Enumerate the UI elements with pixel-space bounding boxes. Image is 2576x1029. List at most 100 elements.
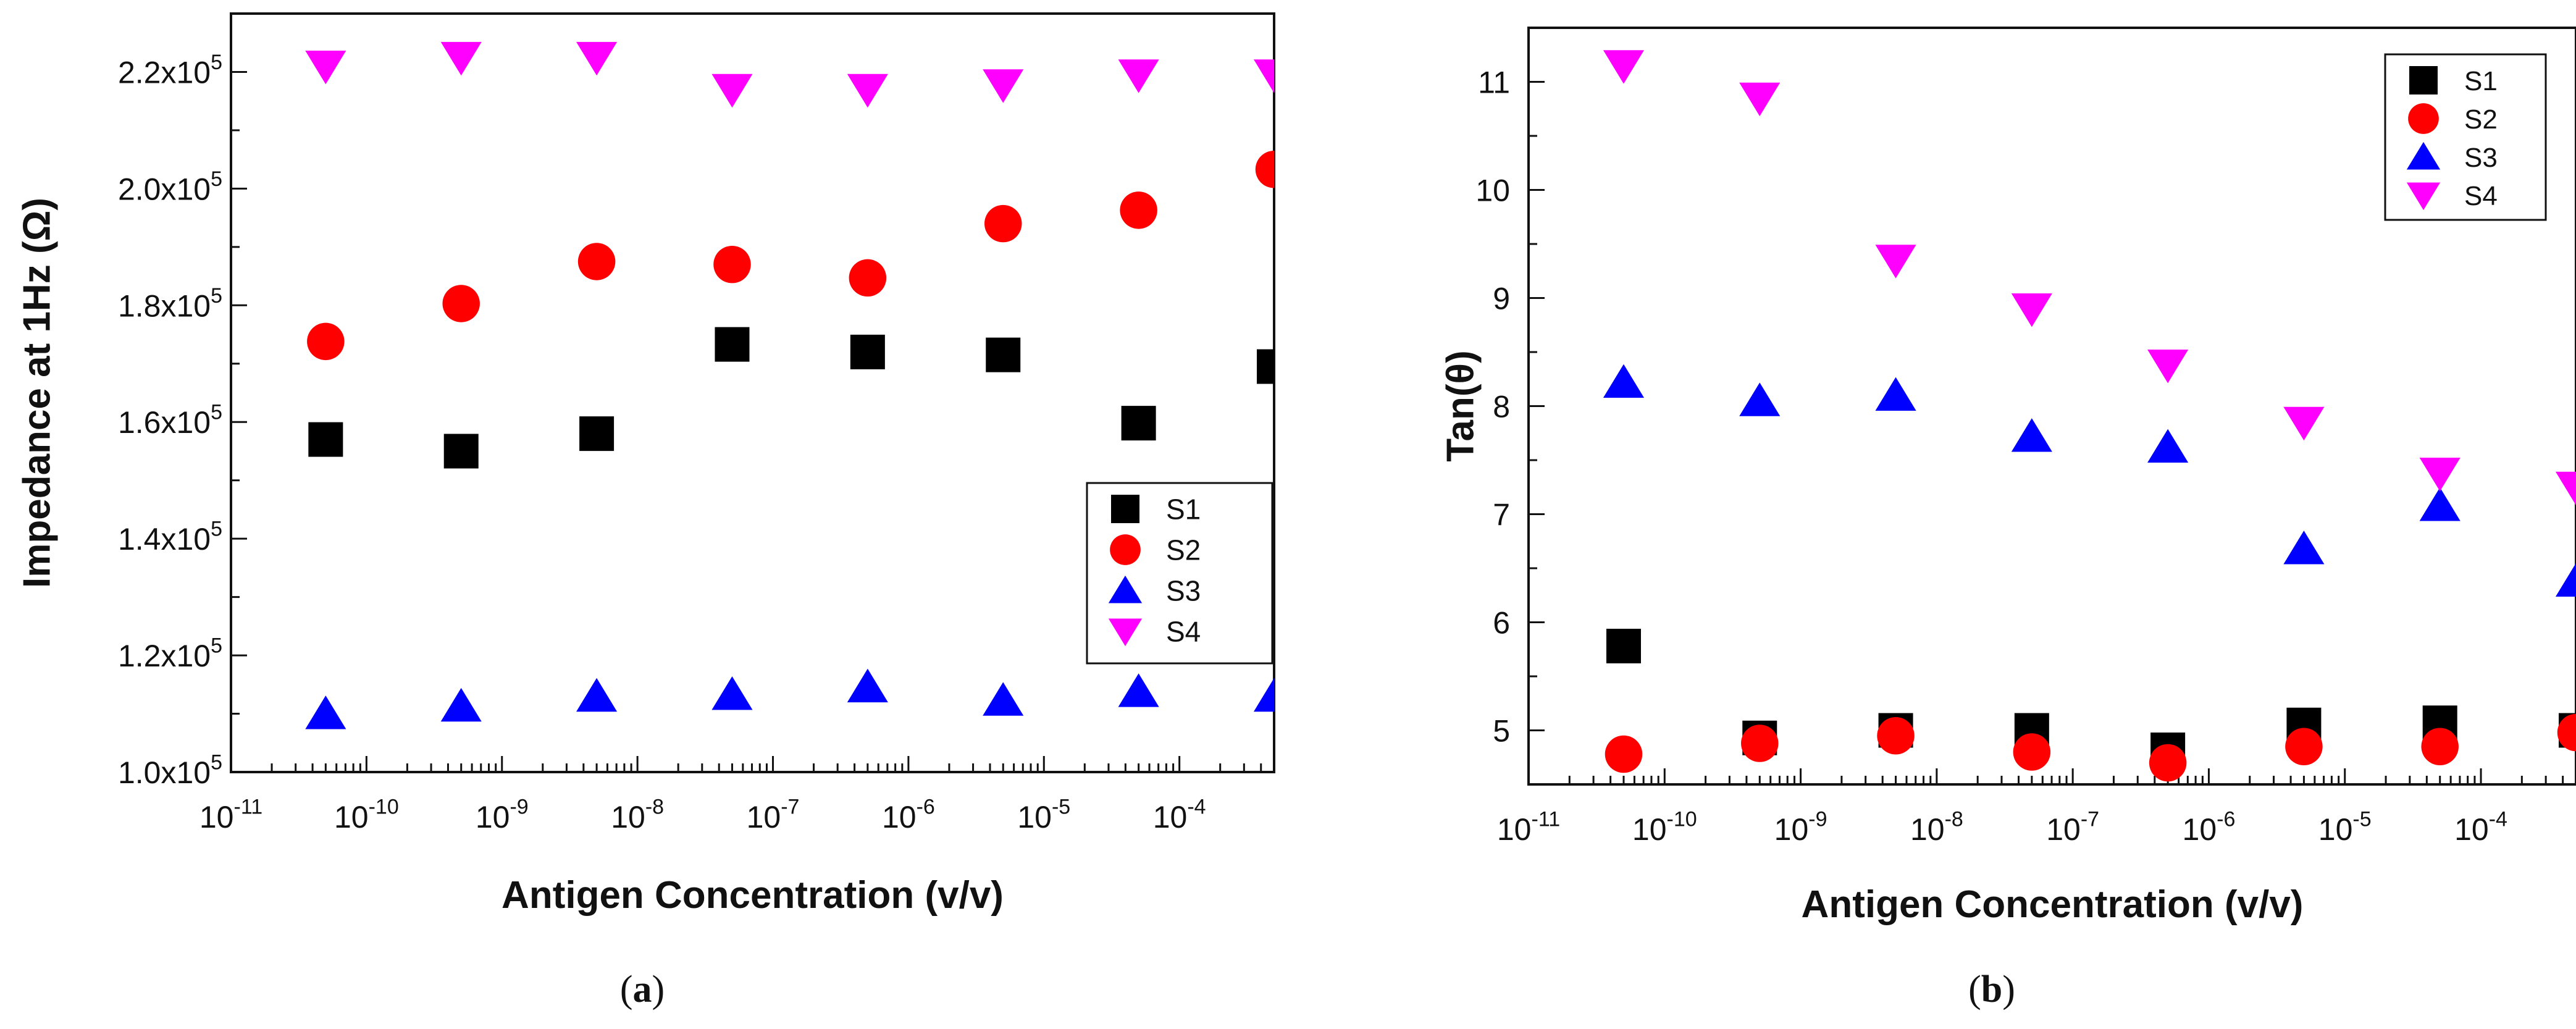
data-points [305,41,1274,729]
x-tick-base: 10 [1017,800,1052,834]
panel-caption: (b) [1968,968,2015,1010]
x-tick-exponent: -5 [1052,796,1070,819]
point-s2 [1877,717,1915,755]
legend-label-s2: S2 [2464,104,2498,135]
point-s1 [1606,629,1641,663]
caption-paren-open: ( [620,968,633,1010]
point-s4 [2419,458,2461,492]
legend-label-s1: S1 [2464,66,2498,96]
x-tick-base: 10 [476,800,510,834]
x-tick-exponent: -4 [2489,808,2507,831]
x-tick-label: 10-9 [476,796,529,835]
point-s1 [986,337,1021,372]
point-s2 [2149,744,2187,782]
point-s1 [850,334,885,369]
x-tick-label: 10-6 [882,796,935,835]
x-tick-exponent: -11 [234,796,263,819]
y-tick-label: 1.4x105 [118,518,222,557]
point-s4 [2283,406,2325,441]
y-tick-label: 2.2x105 [118,51,222,90]
point-s4 [576,41,618,76]
point-s4 [2555,471,2576,506]
y-tick-exponent: 5 [211,51,222,74]
y-tick-mantissa: 1.8 [118,288,161,323]
point-s3 [2283,531,2325,565]
y-tick-exponent: 5 [211,167,222,191]
y-tick-label: 5 [1493,714,1510,749]
chart-panel-b: 10-11 10-10 10-9 10-8 10-7 10-6 10-5 10-4567891… [1440,27,2576,1010]
x-tick-base: 10 [1497,812,1532,847]
x-tick-exponent: -8 [645,796,664,819]
x-tick-exponent: -8 [1945,808,1963,831]
x-tick-base: 10 [334,800,369,834]
point-s4 [2011,293,2052,327]
y-tick-mantissa: 1.4 [118,522,161,556]
y-tick-mantissa: 2.0 [118,172,161,206]
point-s1 [443,434,479,469]
y-tick-label: 1.8x105 [118,284,222,324]
legend-label-s1: S1 [1166,494,1201,526]
point-s1 [308,422,343,457]
y-axis-title: Tan(θ) [1440,350,1482,461]
data-points [1603,50,2576,782]
x-tick-label: 10-11 [199,796,262,835]
point-s2 [577,243,616,280]
legend-label-s4: S4 [2464,181,2498,211]
caption-paren-open: ( [1968,968,1981,1010]
point-s4 [847,74,888,108]
y-tick-exponent: 5 [211,401,222,424]
x-tick-base: 10 [882,800,917,834]
y-tick-label: 6 [1493,606,1510,640]
point-s2 [1255,150,1274,188]
x-tick-exponent: -10 [1667,808,1697,831]
y-tick-mantissa: 1.0 [118,755,161,790]
y-tick-mantissa: 1.6 [118,405,161,440]
point-s4 [440,41,482,76]
y-tick-label: 10 [1475,174,1510,208]
point-s2 [1605,735,1643,773]
x-tick-label: 10-5 [2318,808,2372,847]
legend-label-s4: S4 [1166,616,1201,648]
caption-paren-close: ) [2002,968,2015,1010]
point-s2 [984,204,1022,243]
y-tick-mantissa: 1.2 [118,639,161,673]
point-s3 [2011,418,2052,452]
x-tick-exponent: -9 [510,796,528,819]
point-s2 [2557,713,2576,752]
point-s1 [579,416,615,452]
legend-marker-s1 [2409,66,2438,94]
legend-marker-s4 [1108,618,1143,647]
y-tick-exponent: 5 [211,751,222,775]
point-s2 [713,245,751,284]
x-tick-label: 10-11 [1497,808,1560,847]
legend-marker-s3 [1108,575,1143,603]
point-s4 [1253,59,1274,93]
x-tick-label: 10-7 [2046,808,2099,847]
point-s3 [1739,382,1781,416]
point-s4 [305,51,346,85]
x-tick-exponent: -6 [917,796,935,819]
point-s3 [847,668,888,703]
x-axis-title: Antigen Concentration (v/v) [501,874,1004,917]
y-tick-label: 1.0x105 [118,751,222,791]
legend-marker-s3 [2406,141,2441,170]
y-tick-times-ten: x10 [161,522,211,556]
x-tick-label: 10-10 [1632,808,1697,847]
x-tick-label: 10-10 [334,796,399,835]
point-s1 [715,327,750,362]
x-tick-exponent: -5 [2352,808,2371,831]
point-s2 [307,322,345,361]
point-s3 [440,687,482,722]
y-tick-label: 2.0x105 [118,167,222,207]
x-tick-base: 10 [2183,812,2217,847]
x-tick-base: 10 [1632,812,1667,847]
point-s4 [1739,82,1781,117]
x-tick-base: 10 [611,800,645,834]
x-tick-base: 10 [2046,812,2081,847]
y-tick-times-ten: x10 [161,405,211,440]
y-tick-label: 1.2x105 [118,634,222,674]
caption-letter: b [1981,968,2002,1010]
point-s4 [983,69,1024,103]
point-s3 [1875,377,1916,411]
point-s4 [711,74,753,108]
